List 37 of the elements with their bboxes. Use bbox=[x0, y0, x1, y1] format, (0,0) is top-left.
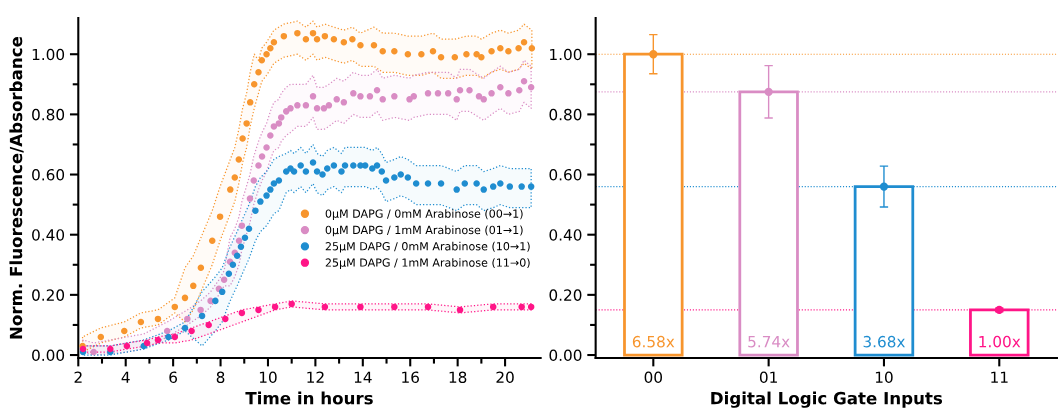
x-tick-label: 01 bbox=[759, 371, 777, 384]
legend-label: 0μM DAPG / 1mM Arabinose (01→1) bbox=[325, 225, 523, 237]
y-axis-title: Norm. Fluorescence/Absorbance bbox=[9, 36, 24, 339]
y-tick-label: 0.80 bbox=[32, 108, 65, 121]
y-tick-label: 1.00 bbox=[32, 48, 65, 61]
annotation: 3.68x bbox=[863, 335, 905, 348]
annotation: 6.58x bbox=[632, 335, 675, 348]
annotation: 5.74x bbox=[748, 336, 790, 348]
y-tick-label: 0.20 bbox=[549, 289, 582, 301]
legend-label: 0μM DAPG / 0mM Arabinose (00→1) bbox=[325, 209, 523, 220]
y-tick-label: 0.60 bbox=[32, 169, 65, 181]
x-tick-label: 12 bbox=[307, 371, 324, 383]
x-tick-label: 14 bbox=[354, 371, 372, 383]
x-axis-title: Time in hours bbox=[245, 391, 373, 405]
x-tick-label: 2 bbox=[74, 371, 82, 383]
y-tick-label: 0.60 bbox=[549, 169, 582, 181]
y-tick-label: 0.00 bbox=[549, 349, 582, 362]
y-tick-label: 0.00 bbox=[32, 349, 65, 362]
legend-label: 25μM DAPG / 0mM Arabinose (10→1) bbox=[325, 241, 530, 253]
x-tick-label: 8 bbox=[216, 371, 225, 384]
legend-label: 25μM DAPG / 1mM Arabinose (11→0) bbox=[325, 258, 530, 269]
y-tick-label: 0.80 bbox=[549, 108, 582, 121]
y-tick-label: 0.40 bbox=[32, 229, 65, 241]
x-tick-label: 10 bbox=[259, 371, 277, 384]
x-tick-label: 4 bbox=[121, 371, 130, 383]
x-tick-label: 11 bbox=[991, 371, 1008, 383]
y-tick-label: 0.40 bbox=[549, 229, 582, 241]
annotation: 1.00x bbox=[979, 335, 1021, 348]
y-tick-label: 0.20 bbox=[32, 289, 65, 301]
x-tick-label: 16 bbox=[402, 371, 419, 384]
x-tick-label: 00 bbox=[644, 371, 663, 384]
y-tick-label: 1.00 bbox=[550, 48, 582, 61]
x-tick-label: 20 bbox=[496, 371, 514, 384]
x-tick-label: 10 bbox=[875, 371, 893, 384]
x-tick-label: 6 bbox=[169, 371, 178, 384]
x-axis-title: Digital Logic Gate Inputs bbox=[711, 391, 943, 408]
x-tick-label: 18 bbox=[449, 371, 467, 384]
